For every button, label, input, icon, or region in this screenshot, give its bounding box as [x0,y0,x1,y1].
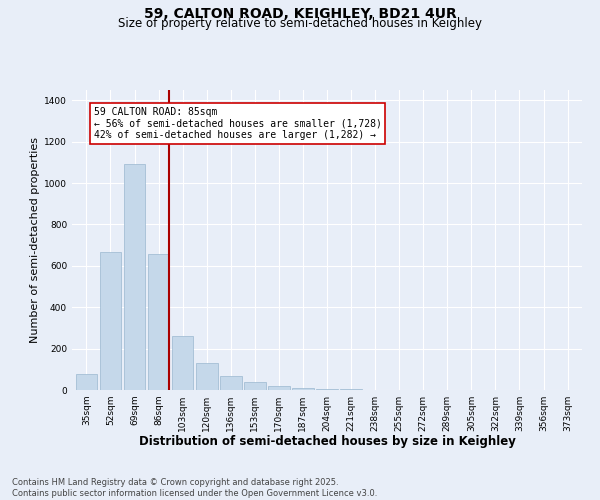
Text: Distribution of semi-detached houses by size in Keighley: Distribution of semi-detached houses by … [139,435,515,448]
Bar [172,336,193,390]
Bar [124,164,145,390]
Bar [292,388,314,390]
Bar [220,376,242,390]
Bar [100,252,121,390]
Y-axis label: Number of semi-detached properties: Number of semi-detached properties [30,137,40,343]
Bar [148,254,169,390]
Bar [316,389,338,390]
Text: 59, CALTON ROAD, KEIGHLEY, BD21 4UR: 59, CALTON ROAD, KEIGHLEY, BD21 4UR [143,8,457,22]
Text: Size of property relative to semi-detached houses in Keighley: Size of property relative to semi-detach… [118,18,482,30]
Bar [268,386,290,390]
Bar [76,374,97,390]
Text: 59 CALTON ROAD: 85sqm
← 56% of semi-detached houses are smaller (1,728)
42% of s: 59 CALTON ROAD: 85sqm ← 56% of semi-deta… [94,106,382,140]
Bar [244,382,266,390]
Text: Contains HM Land Registry data © Crown copyright and database right 2025.
Contai: Contains HM Land Registry data © Crown c… [12,478,377,498]
Bar [196,363,218,390]
